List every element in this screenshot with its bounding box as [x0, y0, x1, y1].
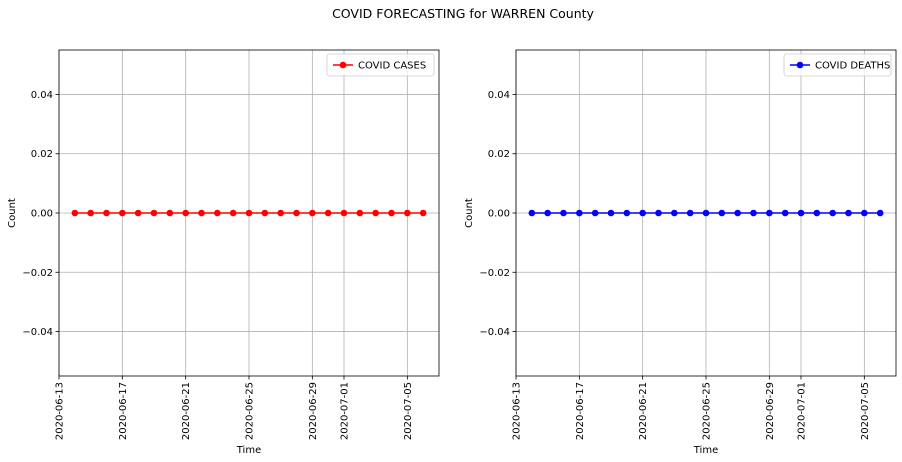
data-point [419, 209, 427, 217]
y-axis-label: Count [464, 198, 475, 228]
data-point [229, 209, 237, 217]
data-point [781, 209, 789, 217]
x-tick-label: 2020-06-13 [512, 382, 523, 440]
data-point [388, 209, 395, 217]
data-point [623, 209, 631, 217]
data-point [813, 209, 821, 217]
data-point [528, 209, 536, 217]
plots-container: −0.04 −0.02 0.00 0.02 0.04 2020-06-13 2020-06-… [7, 49, 897, 456]
x-tick-label: 2020-06-17 [118, 382, 129, 440]
legend: COVID DEATHS [783, 53, 892, 77]
x-tick-label: 2020-07-01 [797, 382, 808, 440]
y-tick-label: 0.00 [31, 209, 53, 220]
data-point [544, 209, 551, 217]
data-point [560, 209, 567, 217]
data-point [71, 209, 79, 217]
y-tick-label: −0.04 [22, 327, 53, 338]
x-tick-label: 2020-07-01 [340, 382, 351, 440]
x-axis-label: Time [693, 445, 718, 456]
legend-box [326, 53, 435, 77]
x-tick-label: 2020-06-21 [181, 382, 192, 440]
data-point [103, 209, 110, 217]
x-tick-label: 2020-06-21 [638, 382, 649, 440]
legend-marker [339, 61, 347, 69]
data-point [356, 209, 364, 217]
data-point [655, 209, 662, 217]
data-point [293, 209, 300, 217]
data-point [324, 209, 332, 217]
data-point [576, 209, 583, 217]
data-point [245, 209, 253, 217]
data-point [214, 209, 221, 217]
data-point [734, 209, 741, 217]
subplot-1: −0.04 −0.02 0.00 0.02 0.04 2020-06-13 2020-06-… [7, 49, 440, 456]
data-point [876, 209, 884, 217]
y-tick-label: −0.04 [479, 327, 510, 338]
y-tick-label: 0.02 [31, 149, 53, 160]
data-point [150, 209, 158, 217]
data-point [829, 209, 836, 217]
y-tick-label: 0.04 [31, 90, 53, 101]
data-point [404, 209, 411, 217]
data-point [261, 209, 269, 217]
legend-box [783, 53, 892, 77]
data-point [87, 209, 94, 217]
data-point [309, 209, 316, 217]
data-point [671, 209, 678, 217]
y-tick-label: 0.00 [488, 209, 510, 220]
data-point [639, 209, 646, 217]
data-point [797, 209, 805, 217]
legend-label: COVID CASES [358, 61, 426, 72]
data-point [372, 209, 379, 217]
data-point [277, 209, 284, 217]
data-point [845, 209, 852, 217]
y-tick-label: 0.02 [488, 149, 510, 160]
data-point [686, 209, 694, 217]
subplot-2: −0.04 −0.02 0.00 0.02 0.04 2020-06-13 2020-06-… [464, 49, 897, 456]
data-point [119, 209, 126, 217]
data-point [182, 209, 189, 217]
data-point [702, 209, 710, 217]
x-tick-label: 2020-06-25 [702, 382, 713, 440]
data-point [340, 209, 348, 217]
x-tick-label: 2020-06-17 [575, 382, 586, 440]
data-point [607, 209, 615, 217]
x-axis-label: Time [236, 445, 261, 456]
y-axis-label: Count [7, 198, 18, 228]
data-point [591, 209, 599, 217]
legend: COVID CASES [326, 53, 435, 77]
data-point [718, 209, 726, 217]
x-tick-label: 2020-06-13 [55, 382, 66, 440]
legend-label: COVID DEATHS [815, 61, 890, 72]
x-tick-label: 2020-06-29 [765, 382, 776, 440]
legend-marker [796, 61, 804, 69]
data-point [166, 209, 174, 217]
x-tick-label: 2020-07-05 [403, 382, 414, 440]
x-tick-label: 2020-07-05 [860, 382, 871, 440]
data-point [750, 209, 757, 217]
x-tick-label: 2020-06-25 [245, 382, 256, 440]
data-point [766, 209, 773, 217]
data-point [134, 209, 142, 217]
data-point [861, 209, 868, 217]
data-point [198, 209, 205, 217]
figure-title: COVID FORECASTING for WARREN County [332, 6, 594, 21]
y-tick-label: −0.02 [22, 268, 53, 279]
y-tick-label: 0.04 [488, 90, 510, 101]
x-tick-label: 2020-06-29 [308, 382, 319, 440]
y-tick-label: −0.02 [479, 268, 510, 279]
